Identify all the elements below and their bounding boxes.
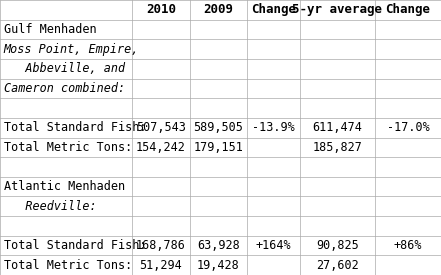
Text: 63,928: 63,928 [197,239,239,252]
Text: 154,242: 154,242 [136,141,186,154]
Text: Total Standard Fish:: Total Standard Fish: [4,239,146,252]
Text: Atlantic Menhaden: Atlantic Menhaden [4,180,125,193]
Text: Total Metric Tons:: Total Metric Tons: [4,259,132,272]
Text: Total Metric Tons:: Total Metric Tons: [4,141,132,154]
Text: 2010: 2010 [146,3,176,16]
Text: Reedville:: Reedville: [4,200,96,213]
Text: Moss Point, Empire,: Moss Point, Empire, [4,43,139,56]
Text: 2009: 2009 [203,3,233,16]
Text: Abbeville, and: Abbeville, and [4,62,125,75]
Text: +164%: +164% [256,239,291,252]
Text: 5-yr average: 5-yr average [292,3,382,16]
Text: -17.0%: -17.0% [387,121,429,134]
Text: Change: Change [251,3,296,16]
Text: 507,543: 507,543 [136,121,186,134]
Text: 611,474: 611,474 [312,121,363,134]
Text: 179,151: 179,151 [193,141,243,154]
Text: 168,786: 168,786 [136,239,186,252]
Text: 90,825: 90,825 [316,239,359,252]
Text: 51,294: 51,294 [140,259,182,272]
Text: Total Standard Fish:: Total Standard Fish: [4,121,146,134]
Text: +86%: +86% [394,239,422,252]
Text: Change: Change [385,3,430,16]
Text: 589,505: 589,505 [193,121,243,134]
Text: 27,602: 27,602 [316,259,359,272]
Text: 19,428: 19,428 [197,259,239,272]
Text: Cameron combined:: Cameron combined: [4,82,125,95]
Text: 185,827: 185,827 [312,141,363,154]
Text: -13.9%: -13.9% [252,121,295,134]
Text: Gulf Menhaden: Gulf Menhaden [4,23,96,36]
